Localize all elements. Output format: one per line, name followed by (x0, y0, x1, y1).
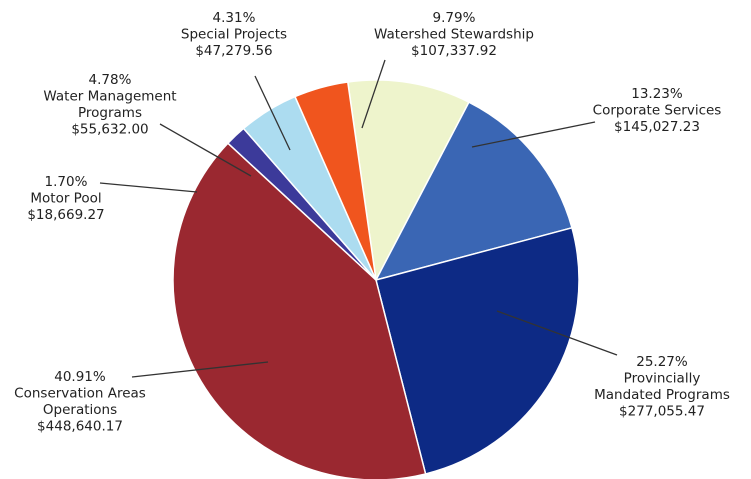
label-line-water-management-programs-0: 4.78% (89, 72, 132, 88)
label-line-provincially-mandated-programs-0: 25.27% (636, 354, 688, 370)
label-line-motor-pool-2: $18,669.27 (27, 207, 104, 223)
leader-line-water-management-programs (159, 123, 252, 177)
label-line-provincially-mandated-programs-1: Provincially (624, 371, 701, 387)
label-line-water-management-programs-2: Programs (78, 105, 142, 121)
label-special-projects: 4.31% Special Projects $47,279.56 (181, 10, 287, 59)
label-line-watershed-stewardship-2: $107,337.92 (411, 43, 497, 59)
leader-line-special-projects (254, 75, 291, 151)
label-corporate-services: 13.23% Corporate Services $145,027.23 (593, 86, 722, 135)
pie-slice-corporate-services (374, 101, 573, 282)
label-water-management-programs: 4.78% Water Management Programs $55,632.00 (43, 72, 176, 138)
leader-line-conservation-areas-operations (131, 361, 269, 378)
label-line-provincially-mandated-programs-2: Mandated Programs (594, 387, 730, 403)
label-line-water-management-programs-1: Water Management (43, 89, 176, 105)
label-line-special-projects-1: Special Projects (181, 27, 287, 43)
pie-slice-special-projects (294, 81, 377, 281)
label-line-conservation-areas-operations-2: Operations (43, 402, 117, 418)
label-line-provincially-mandated-programs-3: $277,055.47 (619, 404, 705, 420)
label-line-conservation-areas-operations-3: $448,640.17 (37, 419, 123, 435)
leader-line-motor-pool (99, 182, 198, 193)
label-motor-pool: 1.70% Motor Pool $18,669.27 (27, 174, 104, 223)
label-line-corporate-services-2: $145,027.23 (614, 119, 700, 135)
label-line-water-management-programs-3: $55,632.00 (71, 122, 148, 138)
label-watershed-stewardship: 9.79% Watershed Stewardship $107,337.92 (374, 10, 534, 59)
label-line-corporate-services-0: 13.23% (631, 86, 683, 102)
label-line-motor-pool-1: Motor Pool (30, 191, 101, 207)
label-line-corporate-services-1: Corporate Services (593, 103, 722, 119)
label-line-watershed-stewardship-0: 9.79% (433, 10, 476, 26)
label-provincially-mandated-programs: 25.27% Provincially Mandated Programs $277,… (594, 354, 730, 420)
pie-slice-watershed-stewardship (346, 79, 470, 283)
label-line-conservation-areas-operations-1: Conservation Areas (14, 386, 146, 402)
label-line-conservation-areas-operations-0: 40.91% (54, 369, 106, 385)
leader-line-provincially-mandated-programs (496, 310, 618, 356)
leader-line-corporate-services (471, 121, 596, 148)
label-conservation-areas-operations: 40.91% Conservation Areas Operations $448,6… (14, 369, 146, 435)
leader-line-watershed-stewardship (361, 59, 386, 129)
leader-lines (99, 59, 618, 378)
label-line-special-projects-2: $47,279.56 (195, 43, 272, 59)
label-line-motor-pool-0: 1.70% (45, 174, 88, 190)
pie-slices (172, 79, 580, 479)
label-line-special-projects-0: 4.31% (213, 10, 256, 26)
pie-slice-provincially-mandated-programs (375, 226, 580, 475)
label-line-watershed-stewardship-1: Watershed Stewardship (374, 27, 534, 43)
slice-labels: 9.79% Watershed Stewardship $107,337.92 13.… (14, 10, 730, 435)
